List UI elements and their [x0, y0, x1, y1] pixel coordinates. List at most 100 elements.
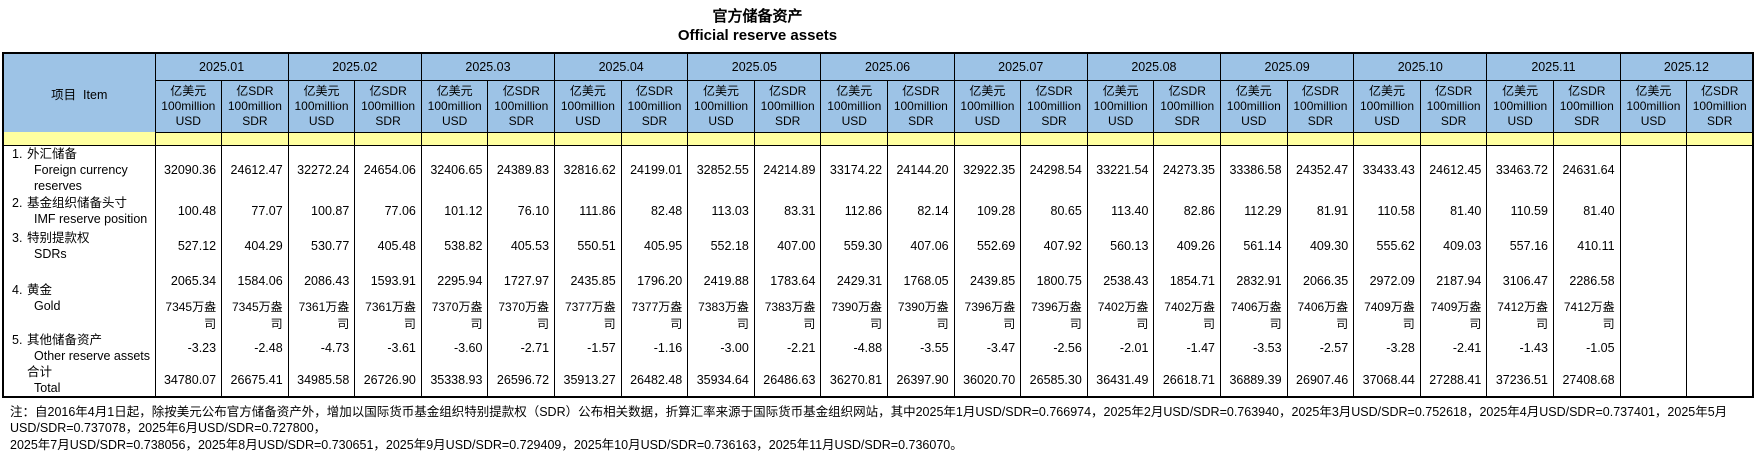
unit-header-line: 亿美元 [555, 84, 621, 99]
unit-header-line: 100million [1021, 99, 1087, 114]
unit-header-line: 亿SDR [1288, 84, 1354, 99]
value-cell: 77.06 [355, 194, 422, 229]
month-header: 2025.10 [1354, 53, 1487, 80]
yellow-band-cell [355, 132, 422, 145]
value-cell: 83.31 [754, 194, 821, 229]
unit-header-line: 亿美元 [1354, 84, 1420, 99]
ounce-cell: 7412万盎司 [1553, 298, 1620, 332]
value-cell: -3.61 [355, 332, 422, 364]
value-cell: 2086.43 [288, 264, 355, 298]
ounce-cell: 7390万盎司 [821, 298, 888, 332]
value-cell: 2435.85 [555, 264, 622, 298]
unit-header-line: 100million [622, 99, 688, 114]
row-label-chinese: 特别提款权 [27, 231, 90, 245]
ounce-cell: 7390万盎司 [888, 298, 955, 332]
title-english: Official reserve assets [0, 26, 1515, 45]
value-cell: 407.00 [754, 229, 821, 264]
row-number: 3. [12, 230, 27, 246]
value-cell: 2832.91 [1221, 264, 1288, 298]
yellow-band-cell [754, 132, 821, 145]
value-cell: -2.48 [222, 332, 289, 364]
month-header: 2025.05 [688, 53, 821, 80]
value-cell: -3.55 [888, 332, 955, 364]
unit-header-line: 亿美元 [688, 84, 754, 99]
value-cell: 1593.91 [355, 264, 422, 298]
value-cell: 100.87 [288, 194, 355, 229]
ounce-cell: 7370万盎司 [421, 298, 488, 332]
value-cell: 82.86 [1154, 194, 1221, 229]
value-cell: 1854.71 [1154, 264, 1221, 298]
ounce-cell: 7361万盎司 [288, 298, 355, 332]
value-cell: -4.88 [821, 332, 888, 364]
unit-header-line: USD [1221, 114, 1287, 129]
value-cell: 559.30 [821, 229, 888, 264]
yellow-band-cell [555, 132, 622, 145]
value-cell [1687, 364, 1754, 397]
value-cell: 405.95 [621, 229, 688, 264]
value-cell: 24389.83 [488, 145, 555, 194]
value-cell: 33386.58 [1221, 145, 1288, 194]
value-cell: 409.30 [1287, 229, 1354, 264]
month-header: 2025.02 [288, 53, 421, 80]
unit-header-line: 亿SDR [355, 84, 421, 99]
unit-header-line: 100million [289, 99, 355, 114]
row-label-english: IMF reserve position [4, 211, 155, 227]
value-cell [1620, 194, 1687, 229]
value-cell: -3.47 [954, 332, 1021, 364]
value-cell: 100.48 [155, 194, 222, 229]
value-cell: 81.40 [1420, 194, 1487, 229]
value-cell: 26618.71 [1154, 364, 1221, 397]
unit-header-line: USD [821, 114, 887, 129]
yellow-band-cell [1287, 132, 1354, 145]
value-cell: 2439.85 [954, 264, 1021, 298]
value-cell: 26907.46 [1287, 364, 1354, 397]
unit-header-line: 亿SDR [222, 84, 288, 99]
value-cell: 110.58 [1354, 194, 1421, 229]
ounce-cell [1687, 298, 1754, 332]
unit-header-line: USD [1088, 114, 1154, 129]
value-cell: 32090.36 [155, 145, 222, 194]
unit-header-line: SDR [1154, 114, 1220, 129]
unit-header-line: SDR [355, 114, 421, 129]
unit-header-line: 100million [1487, 99, 1553, 114]
ounce-cell: 7345万盎司 [155, 298, 222, 332]
row-label-chinese: 其他储备资产 [27, 333, 102, 347]
ounce-cell: 7402万盎司 [1087, 298, 1154, 332]
unit-header-line: 亿SDR [1021, 84, 1087, 99]
value-cell: 24144.20 [888, 145, 955, 194]
value-cell: 26585.30 [1021, 364, 1088, 397]
value-cell: 113.40 [1087, 194, 1154, 229]
ounce-cell: 7406万盎司 [1287, 298, 1354, 332]
value-cell: -2.56 [1021, 332, 1088, 364]
value-cell: 24352.47 [1287, 145, 1354, 194]
month-header: 2025.08 [1087, 53, 1220, 80]
value-cell: 26486.63 [754, 364, 821, 397]
unit-header-line: 亿美元 [1621, 84, 1687, 99]
value-cell: 1727.97 [488, 264, 555, 298]
value-cell: 404.29 [222, 229, 289, 264]
value-cell: 36270.81 [821, 364, 888, 397]
month-header: 2025.11 [1487, 53, 1620, 80]
ounce-cell: 7406万盎司 [1221, 298, 1288, 332]
value-cell: 1796.20 [621, 264, 688, 298]
unit-header-line: USD [955, 114, 1021, 129]
yellow-band-cell [488, 132, 555, 145]
ounce-cell: 7383万盎司 [688, 298, 755, 332]
value-cell: 2065.34 [155, 264, 222, 298]
ounce-cell: 7402万盎司 [1154, 298, 1221, 332]
yellow-band-cell [421, 132, 488, 145]
row-label-english: Gold [4, 298, 155, 314]
unit-header-line: 亿SDR [1154, 84, 1220, 99]
